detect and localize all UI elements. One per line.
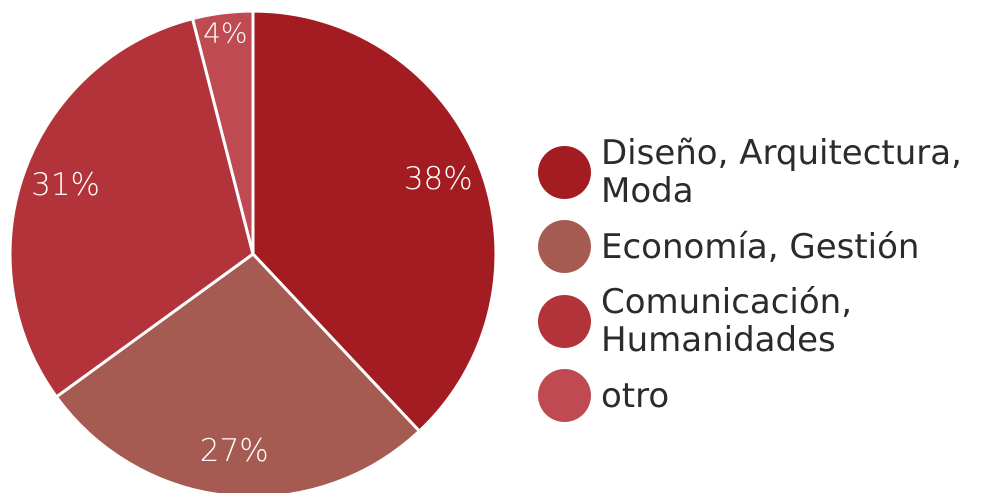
legend-item-diseno: Diseño, Arquitectura, Moda bbox=[538, 134, 998, 210]
slice-comunicacion bbox=[8, 17, 255, 399]
slice-otro bbox=[191, 9, 255, 256]
slice-economia bbox=[54, 252, 421, 493]
legend-label: otro bbox=[601, 375, 670, 416]
legend-label: Comunicación, Humanidades bbox=[601, 282, 853, 360]
legend-item-otro: otro bbox=[538, 369, 998, 422]
slice-label-otro: 4% bbox=[203, 17, 247, 50]
slice-diseno bbox=[251, 9, 498, 433]
slice-label-diseno: 38% bbox=[404, 161, 473, 197]
pie-chart: 38% 27% 31% 4% bbox=[8, 9, 498, 493]
legend-swatch bbox=[538, 145, 591, 199]
slice-label-comunicacion: 31% bbox=[31, 167, 100, 203]
legend-swatch bbox=[538, 369, 591, 422]
legend-swatch bbox=[538, 220, 591, 273]
legend-item-economia: Economía, Gestión bbox=[538, 220, 998, 273]
legend-item-comunicacion: Comunicación, Humanidades bbox=[538, 283, 998, 359]
legend-label: Diseño, Arquitectura, Moda bbox=[601, 133, 962, 211]
legend-swatch bbox=[538, 294, 591, 348]
legend: Diseño, Arquitectura, Moda Economía, Ges… bbox=[538, 134, 998, 432]
legend-label: Economía, Gestión bbox=[601, 226, 920, 267]
slice-label-economia: 27% bbox=[200, 433, 269, 469]
